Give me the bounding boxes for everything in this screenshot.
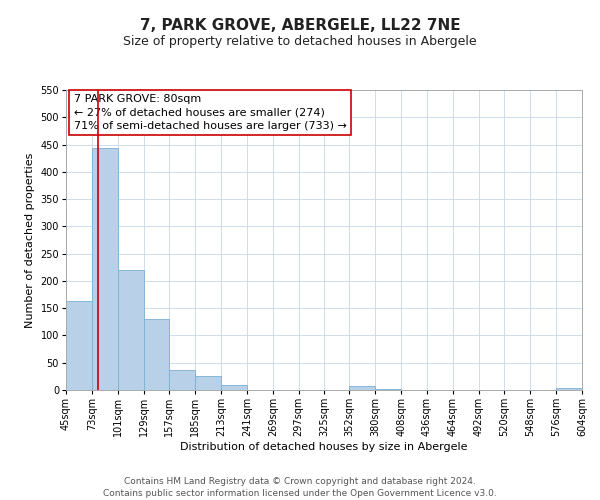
- Bar: [195, 376, 221, 390]
- Text: 7 PARK GROVE: 80sqm
← 27% of detached houses are smaller (274)
71% of semi-detac: 7 PARK GROVE: 80sqm ← 27% of detached ho…: [74, 94, 347, 131]
- Text: Size of property relative to detached houses in Abergele: Size of property relative to detached ho…: [123, 35, 477, 48]
- Bar: [143, 319, 169, 390]
- Bar: [92, 148, 118, 390]
- Text: Contains public sector information licensed under the Open Government Licence v3: Contains public sector information licen…: [103, 489, 497, 498]
- Text: 7, PARK GROVE, ABERGELE, LL22 7NE: 7, PARK GROVE, ABERGELE, LL22 7NE: [140, 18, 460, 32]
- Bar: [169, 370, 195, 390]
- Text: Contains HM Land Registry data © Crown copyright and database right 2024.: Contains HM Land Registry data © Crown c…: [124, 478, 476, 486]
- Bar: [221, 384, 247, 390]
- Y-axis label: Number of detached properties: Number of detached properties: [25, 152, 35, 328]
- Bar: [118, 270, 143, 390]
- Bar: [349, 386, 375, 390]
- Bar: [375, 389, 401, 390]
- X-axis label: Distribution of detached houses by size in Abergele: Distribution of detached houses by size …: [180, 442, 468, 452]
- Bar: [556, 388, 582, 390]
- Bar: [66, 301, 92, 390]
